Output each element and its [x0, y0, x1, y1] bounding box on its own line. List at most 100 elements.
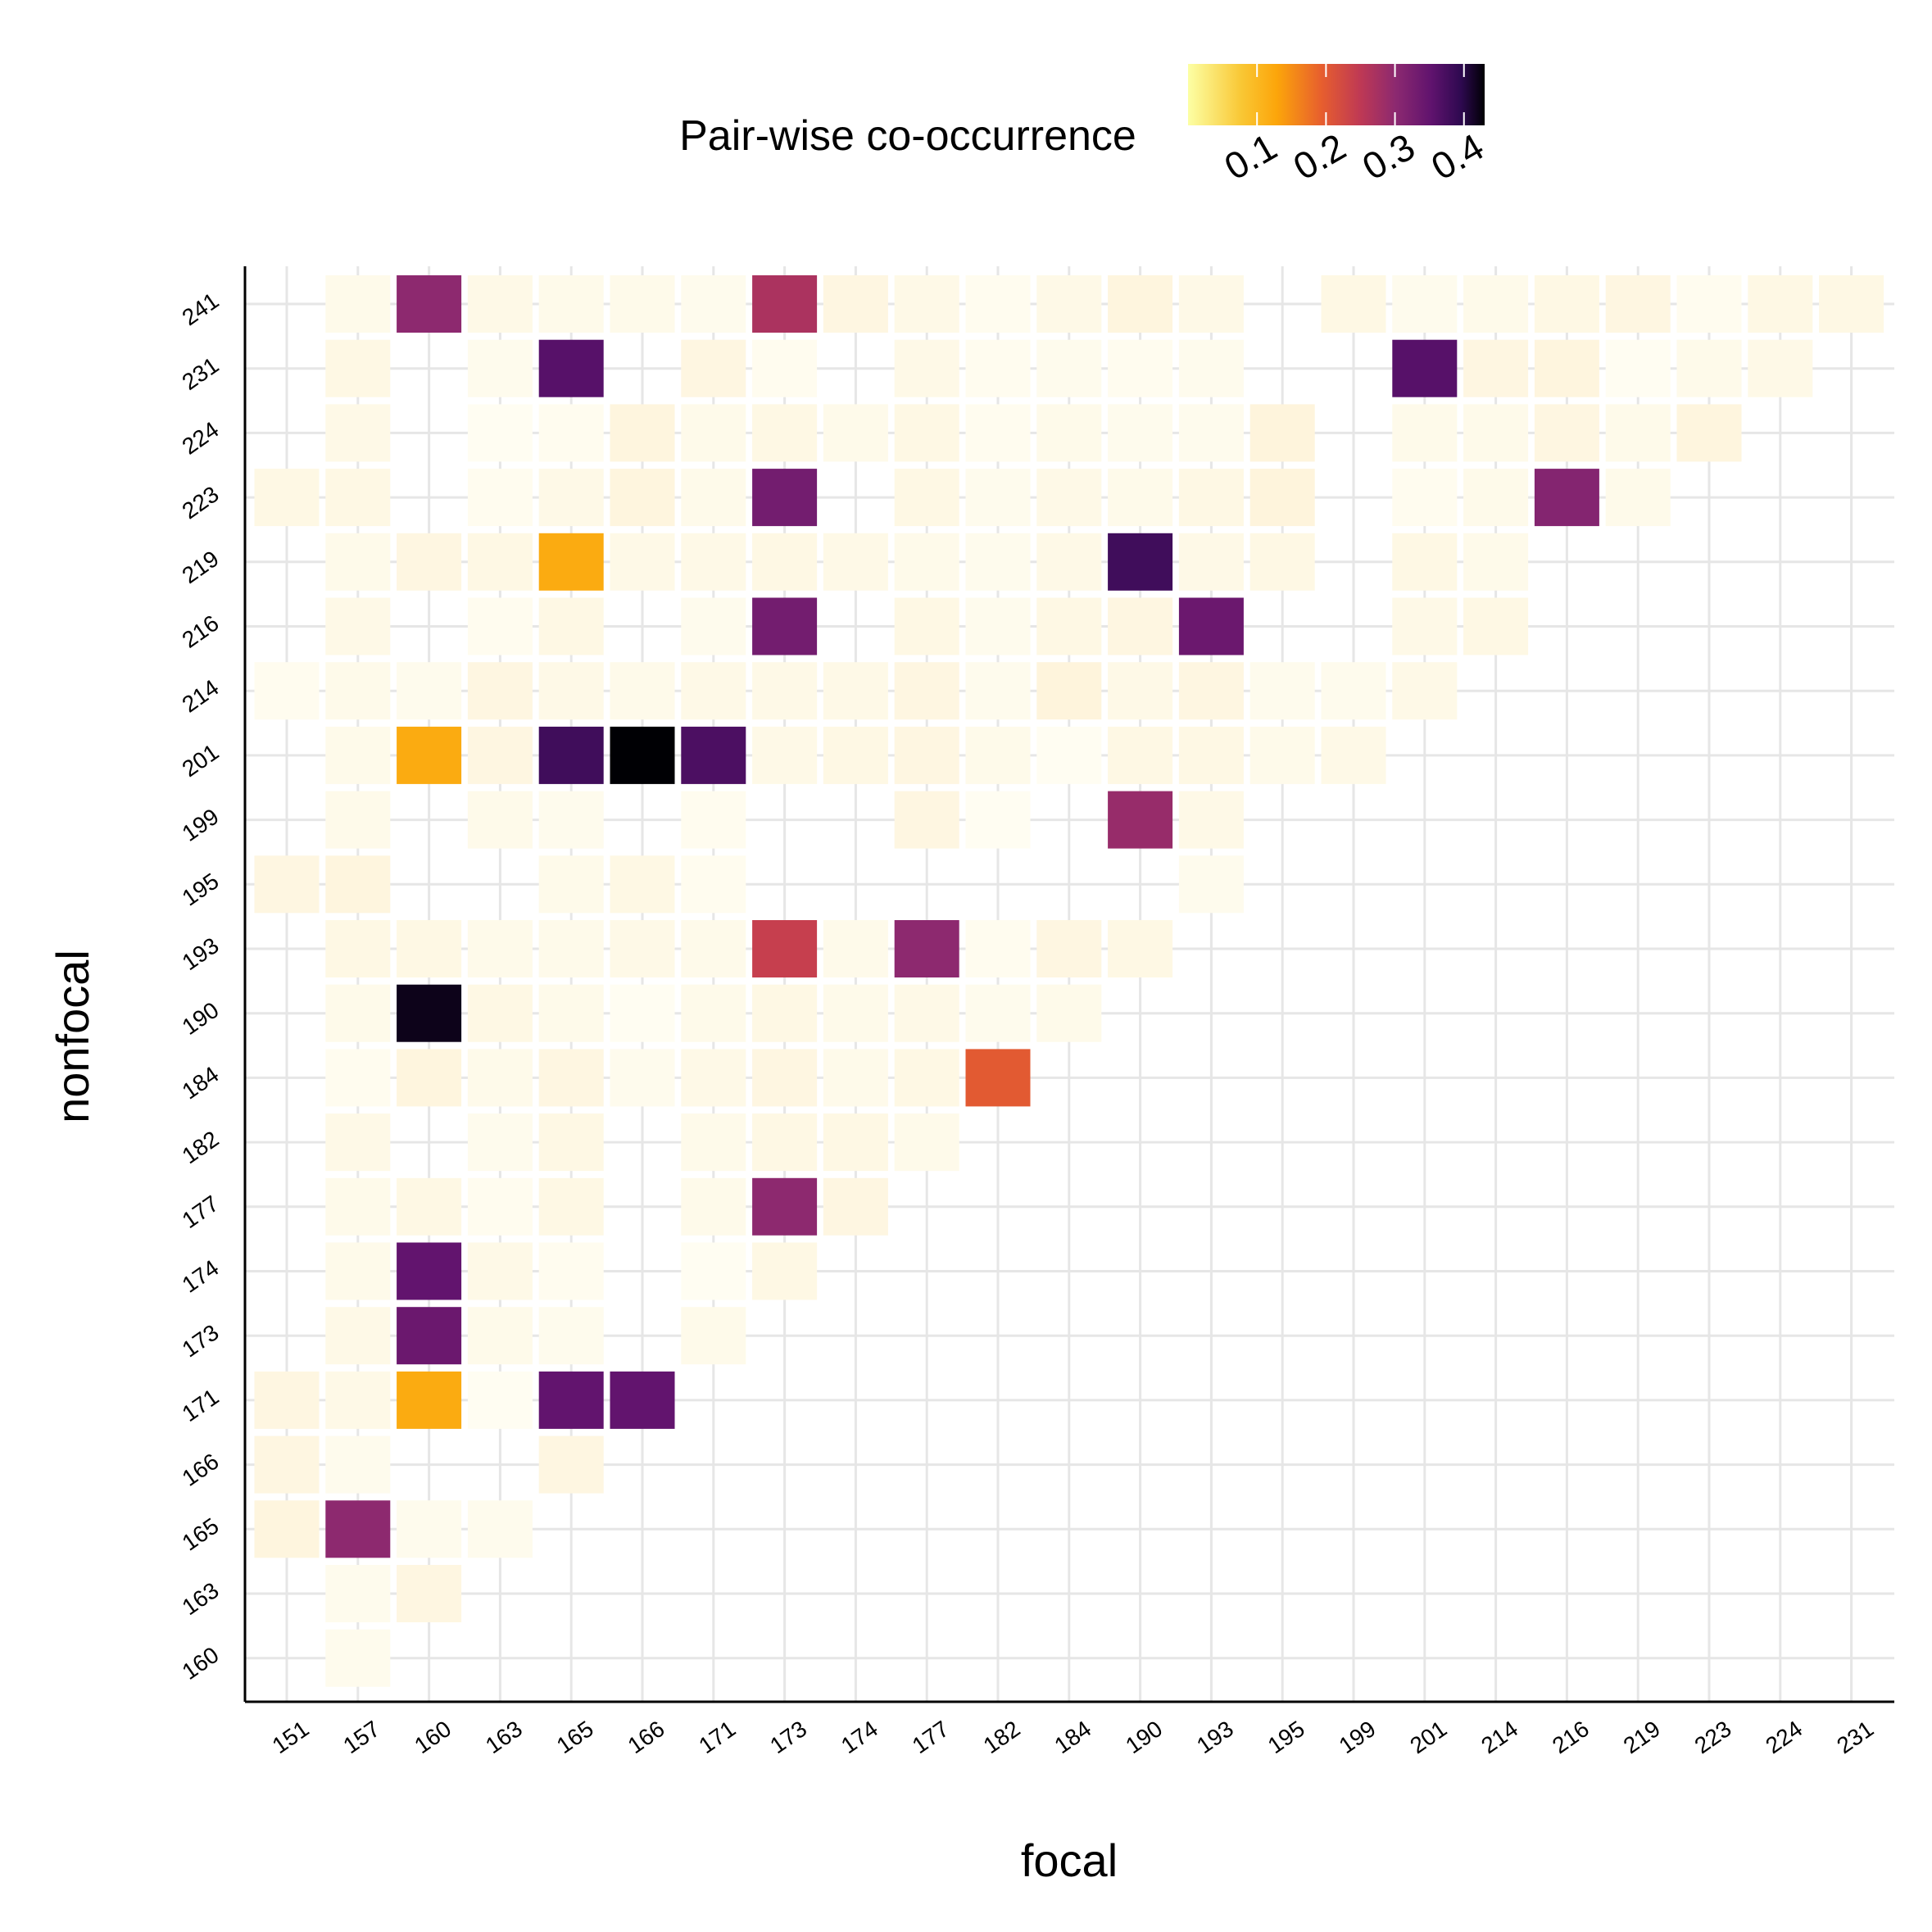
- heatmap-cell: [681, 1242, 746, 1300]
- heatmap-cell: [823, 1049, 888, 1107]
- legend-tick-label: 0.4: [1424, 125, 1490, 188]
- heatmap-cell: [467, 1049, 533, 1107]
- heatmap-cell: [1605, 404, 1671, 462]
- heatmap-cell: [894, 791, 959, 849]
- heatmap-cell: [610, 1371, 675, 1429]
- y-tick-label: 174: [178, 1255, 224, 1298]
- heatmap-cell: [325, 726, 391, 784]
- heatmap-cell: [325, 1177, 391, 1236]
- heatmap-cell: [823, 984, 888, 1042]
- heatmap-cell: [965, 339, 1031, 397]
- x-tick-label: 151: [268, 1716, 314, 1758]
- heatmap-cell: [752, 920, 818, 977]
- heatmap-cell: [538, 533, 604, 591]
- heatmap-cell: [325, 404, 391, 462]
- heatmap-cell: [894, 404, 959, 462]
- x-tick-label: 157: [338, 1716, 384, 1758]
- heatmap-cell: [1249, 533, 1315, 591]
- heatmap-cell: [538, 275, 604, 333]
- heatmap-cell: [823, 1177, 888, 1236]
- heatmap-cell: [325, 855, 391, 914]
- heatmap-cell: [681, 469, 746, 527]
- heatmap-cell: [752, 597, 818, 655]
- x-tick-label: 173: [765, 1716, 811, 1758]
- heatmap-cell: [1392, 597, 1458, 655]
- heatmap-cell: [681, 275, 746, 333]
- y-tick-label: 214: [178, 674, 224, 717]
- heatmap-cell: [397, 1500, 462, 1558]
- x-axis-title: focal: [1021, 1834, 1118, 1886]
- heatmap-cell: [325, 662, 391, 720]
- y-tick-label: 219: [178, 546, 224, 588]
- heatmap-cell: [1178, 855, 1244, 914]
- heatmap-cell: [752, 469, 818, 527]
- heatmap-cell: [681, 1113, 746, 1172]
- heatmap-cell: [1392, 339, 1458, 397]
- x-tick-label: 165: [552, 1716, 598, 1758]
- heatmap-cell: [397, 1049, 462, 1107]
- y-tick-label: 160: [178, 1642, 224, 1685]
- heatmap-cell: [965, 1049, 1031, 1107]
- heatmap-cell: [681, 597, 746, 655]
- heatmap-cell: [894, 662, 959, 720]
- legend: Pair-wise co-occurrence 0.1 0.2 0.3 0.4: [679, 64, 1490, 188]
- heatmap-cell: [1249, 662, 1315, 720]
- heatmap-cell: [681, 984, 746, 1042]
- heatmap-cell: [1748, 275, 1813, 333]
- heatmap-cell: [823, 1113, 888, 1172]
- y-tick-label: 166: [178, 1449, 224, 1491]
- heatmap-cell: [1605, 469, 1671, 527]
- heatmap-cell: [397, 1177, 462, 1236]
- y-tick-label: 241: [178, 288, 224, 330]
- heatmap-cell: [397, 984, 462, 1042]
- y-tick-label: 163: [178, 1577, 224, 1620]
- heatmap-cell: [1178, 597, 1244, 655]
- heatmap-cell: [610, 533, 675, 591]
- heatmap-cell: [752, 275, 818, 333]
- heatmap-cell: [965, 791, 1031, 849]
- heatmap-cell: [752, 984, 818, 1042]
- heatmap-cell: [1463, 404, 1529, 462]
- heatmap-cell: [752, 533, 818, 591]
- y-tick-label: 216: [178, 610, 224, 653]
- y-tick-label: 173: [178, 1319, 224, 1362]
- heatmap-cell: [325, 984, 391, 1042]
- heatmap-cell: [681, 662, 746, 720]
- heatmap-cell: [467, 920, 533, 977]
- heatmap-cell: [1178, 662, 1244, 720]
- heatmap-cell: [1108, 404, 1173, 462]
- heatmap-cell: [538, 1049, 604, 1107]
- heatmap-cell: [681, 404, 746, 462]
- x-tick-label: 182: [979, 1716, 1025, 1758]
- heatmap-cell: [752, 404, 818, 462]
- y-tick-label: 165: [178, 1512, 224, 1555]
- heatmap-cell: [538, 1307, 604, 1365]
- x-tick-label: 224: [1761, 1716, 1807, 1758]
- heatmap-cell: [1463, 597, 1529, 655]
- heatmap-cell: [1534, 339, 1599, 397]
- heatmap-cell: [610, 1049, 675, 1107]
- heatmap-cell: [1321, 275, 1386, 333]
- heatmap-cell: [397, 1242, 462, 1300]
- heatmap-cell: [965, 984, 1031, 1042]
- heatmap-cell: [325, 1307, 391, 1365]
- heatmap-cell: [1178, 339, 1244, 397]
- heatmap-cell: [254, 1500, 320, 1558]
- x-tick-label: 201: [1405, 1716, 1451, 1758]
- heatmap-cell: [894, 1113, 959, 1172]
- heatmap-cell: [1392, 404, 1458, 462]
- heatmap-cell: [1036, 726, 1102, 784]
- heatmap-cell: [610, 275, 675, 333]
- heatmap-cell: [1249, 469, 1315, 527]
- heatmap-cell: [965, 469, 1031, 527]
- heatmap-cell: [467, 404, 533, 462]
- heatmap-cell: [752, 1242, 818, 1300]
- x-tick-label: 223: [1690, 1716, 1736, 1758]
- heatmap-cell: [823, 726, 888, 784]
- y-axis-title: nonfocal: [47, 950, 98, 1123]
- heatmap-cell: [325, 1435, 391, 1494]
- heatmap-cell: [325, 1565, 391, 1622]
- heatmap-cell: [538, 339, 604, 397]
- heatmap-cell: [965, 726, 1031, 784]
